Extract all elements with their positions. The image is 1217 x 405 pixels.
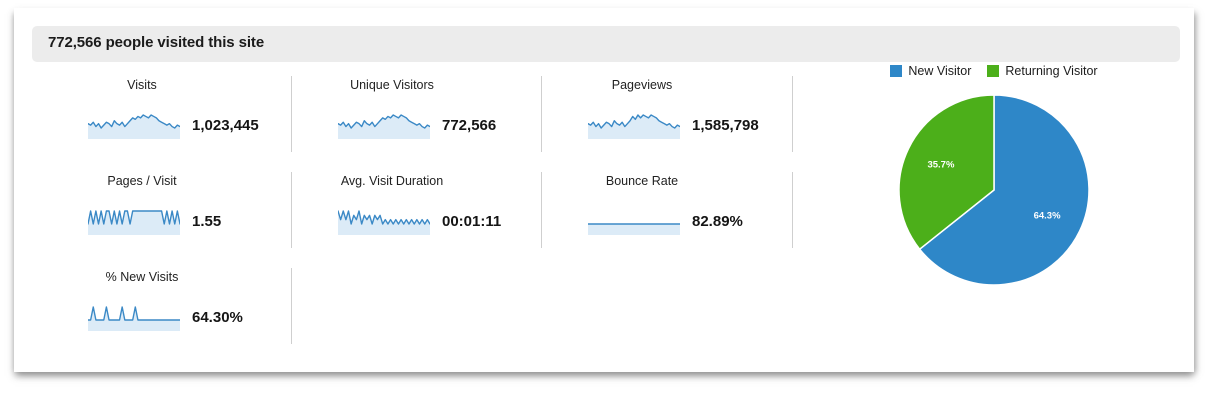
legend-label-new-visitor: New Visitor: [908, 64, 972, 78]
metric-value: 1.55: [192, 212, 222, 230]
sparkline-chart: [338, 207, 430, 235]
metric-value: 772,566: [442, 116, 497, 134]
pie-chart: 64.3% 35.7%: [898, 94, 1090, 286]
metric-value: 00:01:11: [442, 212, 502, 230]
metric-label: Pageviews: [611, 78, 673, 92]
column-divider: [291, 268, 292, 344]
metric-label: Pages / Visit: [107, 174, 177, 188]
pie-slice-label: 35.7%: [927, 159, 954, 170]
column-divider: [792, 76, 793, 152]
metric-card: Pageviews 1,585,798: [532, 70, 782, 162]
legend-swatch-returning-visitor: [987, 65, 1000, 77]
metric-label: Avg. Visit Duration: [340, 174, 444, 188]
metric-card: Bounce Rate 82.89%: [532, 166, 782, 258]
metric-card: Visits 1,023,445: [32, 70, 282, 162]
sparkline-chart: [88, 111, 180, 139]
metric-label: % New Visits: [105, 270, 179, 284]
metric-row: 64.30%: [32, 300, 262, 334]
metrics-grid: Visits 1,023,445 Unique Visitors 772,566 Pag…: [32, 70, 802, 360]
column-divider: [541, 76, 542, 152]
metric-card: Unique Visitors 772,566: [282, 70, 532, 162]
metric-card: Pages / Visit 1.55: [32, 166, 282, 258]
column-divider: [541, 172, 542, 248]
metric-label: Visits: [127, 78, 157, 92]
column-divider: [792, 172, 793, 248]
metric-card: % New Visits 64.30%: [32, 262, 282, 354]
sparkline-chart: [588, 111, 680, 139]
chart-legend: New Visitor Returning Visitor: [814, 64, 1174, 78]
page-title: 772,566 people visited this site: [48, 34, 265, 51]
metric-row: 772,566: [282, 108, 512, 142]
pie-slice-label: 64.3%: [1034, 211, 1061, 222]
visitor-type-chart: New Visitor Returning Visitor 64.3% 35.7%: [814, 64, 1174, 354]
sparkline-chart: [588, 207, 680, 235]
metric-value: 1,585,798: [692, 116, 759, 134]
dashboard-panel: 772,566 people visited this site Visits 1…: [14, 8, 1194, 372]
legend-item-returning-visitor[interactable]: Returning Visitor: [987, 64, 1098, 78]
sparkline-chart: [88, 303, 180, 331]
legend-swatch-new-visitor: [890, 65, 903, 77]
metric-row: 1.55: [32, 204, 262, 238]
column-divider: [291, 76, 292, 152]
metric-label: Unique Visitors: [350, 78, 434, 92]
metric-value: 82.89%: [692, 212, 743, 230]
metric-value: 64.30%: [192, 308, 243, 326]
pie-slice[interactable]: [918, 94, 1090, 286]
metric-row: 1,023,445: [32, 108, 262, 142]
pie-chart-wrap: 64.3% 35.7%: [814, 90, 1174, 300]
column-divider: [291, 172, 292, 248]
metric-row: 82.89%: [532, 204, 762, 238]
legend-label-returning-visitor: Returning Visitor: [1005, 64, 1098, 78]
metric-label: Bounce Rate: [605, 174, 679, 188]
legend-item-new-visitor[interactable]: New Visitor: [890, 64, 971, 78]
metric-row: 00:01:11: [282, 204, 512, 238]
sparkline-chart: [88, 207, 180, 235]
metric-value: 1,023,445: [192, 116, 259, 134]
metric-row: 1,585,798: [532, 108, 762, 142]
panel-header-bar: 772,566 people visited this site: [32, 26, 1180, 62]
pie-slice[interactable]: [898, 94, 995, 251]
sparkline-chart: [338, 111, 430, 139]
metric-card: Avg. Visit Duration 00:01:11: [282, 166, 532, 258]
